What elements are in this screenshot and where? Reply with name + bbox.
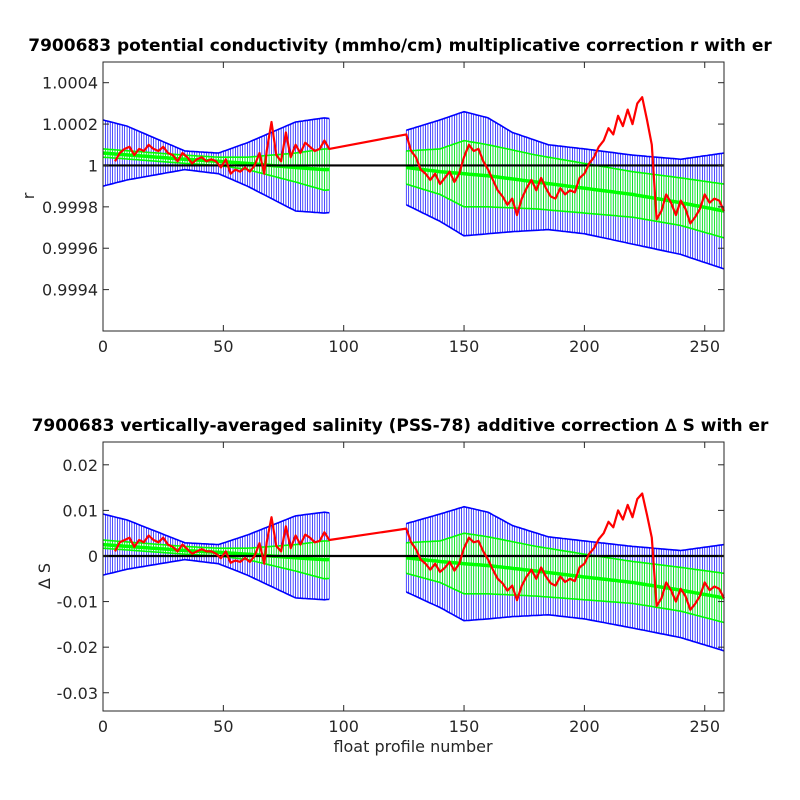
- x-axis-label: float profile number: [333, 737, 493, 756]
- x-tick-label: 200: [569, 337, 600, 356]
- x-tick-label: 50: [213, 717, 233, 736]
- y-tick-label: 1.0004: [42, 74, 98, 93]
- x-tick-label: 0: [98, 717, 108, 736]
- y-axis-label: ∆ S: [35, 563, 54, 590]
- fit-lower-line: [406, 572, 725, 624]
- y-axis-label: r: [19, 192, 38, 199]
- error-upper-line: [406, 110, 725, 161]
- error-lower-line: [405, 204, 725, 270]
- y-axis: 0.9994 0.9996 0.9998 1 1.0002 1.0004: [42, 74, 724, 300]
- x-axis: 0 50 100 150 200 250: [98, 442, 720, 736]
- error-upper-line: [406, 505, 725, 552]
- fit-upper-line: [406, 532, 725, 575]
- panel-title: 7900683 vertically-averaged salinity (PS…: [32, 416, 769, 436]
- y-tick-label: -0.03: [57, 684, 98, 703]
- y-tick-label: -0.01: [57, 593, 98, 612]
- error-lower-line: [102, 168, 330, 214]
- y-tick-label: 1: [88, 156, 98, 175]
- x-tick-label: 100: [328, 717, 359, 736]
- error-lower-line: [405, 591, 725, 652]
- conductivity-correction-panel: 7900683 potential conductivity (mmho/cm)…: [19, 36, 772, 356]
- fit-upper-line: [406, 139, 725, 185]
- y-axis: -0.03 -0.02 -0.01 0 0.01 0.02: [57, 456, 724, 703]
- x-tick-label: 50: [213, 337, 233, 356]
- data-marks: [103, 96, 725, 225]
- axes-box: [102, 441, 725, 712]
- x-axis: 0 50 100 150 200 250: [98, 62, 720, 356]
- x-tick-label: 200: [569, 717, 600, 736]
- salinity-correction-panel: 7900683 vertically-averaged salinity (PS…: [32, 416, 769, 756]
- y-tick-label: -0.02: [57, 638, 98, 657]
- y-tick-label: 0.9994: [42, 281, 98, 300]
- x-tick-label: 100: [328, 337, 359, 356]
- error-upper-line: [102, 511, 330, 546]
- x-tick-label: 250: [689, 337, 720, 356]
- x-tick-label: 250: [689, 717, 720, 736]
- y-tick-label: 1.0002: [42, 115, 98, 134]
- x-tick-label: 150: [449, 717, 480, 736]
- y-tick-label: 0.9998: [42, 198, 98, 217]
- y-tick-label: 0: [88, 547, 98, 566]
- fit-lower-line: [406, 183, 725, 239]
- fit-line: [102, 542, 330, 562]
- axes-box: [102, 61, 725, 332]
- y-tick-label: 0.01: [62, 501, 98, 520]
- error-upper-line: [102, 117, 330, 154]
- x-tick-label: 150: [449, 337, 480, 356]
- error-lower-line: [102, 558, 330, 601]
- data-marks: [103, 492, 725, 611]
- y-tick-label: 0.9996: [42, 239, 98, 258]
- y-tick-label: 0.02: [62, 456, 98, 475]
- x-tick-label: 0: [98, 337, 108, 356]
- panel-title: 7900683 potential conductivity (mmho/cm)…: [28, 36, 772, 56]
- raw-correction-line: [114, 96, 725, 225]
- raw-correction-line: [114, 492, 725, 611]
